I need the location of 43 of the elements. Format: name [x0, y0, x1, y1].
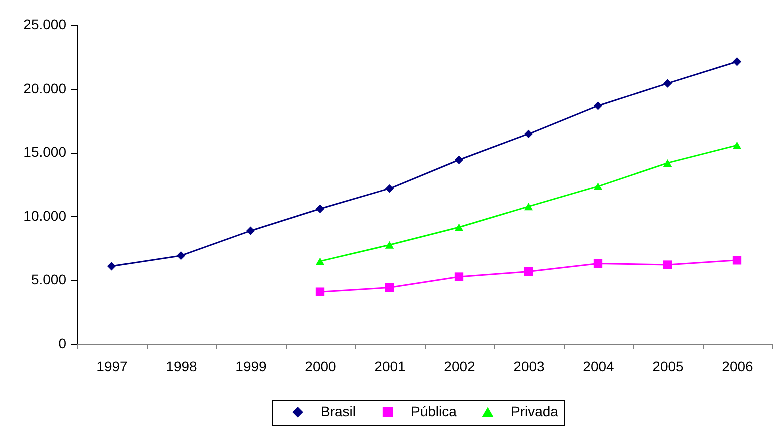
- point: [246, 226, 256, 236]
- point: [594, 182, 603, 190]
- x-tick-label: 2003: [514, 358, 546, 374]
- legend-label: Privada: [511, 404, 559, 420]
- point: [176, 252, 186, 260]
- point: [594, 259, 603, 268]
- point: [732, 256, 742, 265]
- x-tick-label: 2005: [652, 358, 684, 374]
- point: [385, 283, 394, 292]
- x-tick-label: 2002: [444, 358, 476, 374]
- x-tick-label: 2001: [374, 358, 406, 374]
- point: [524, 203, 534, 211]
- x-tick-label: 2000: [305, 358, 337, 374]
- point: [663, 159, 672, 167]
- point: [594, 102, 603, 110]
- x-tick-label: 2006: [722, 358, 754, 374]
- point: [107, 262, 116, 271]
- point: [454, 156, 464, 164]
- legend-label: Brasil: [321, 403, 356, 420]
- y-tick-label: 15.000: [24, 144, 67, 160]
- x-tick-label: 1999: [236, 358, 268, 374]
- point: [454, 224, 464, 232]
- x-tick-label: 1998: [166, 358, 198, 374]
- point: [385, 241, 394, 249]
- x-tick-label: 2004: [583, 358, 615, 374]
- point: [316, 258, 325, 266]
- point: [454, 272, 464, 282]
- point: [385, 184, 394, 194]
- point: [732, 58, 742, 66]
- y-tick-label: 25.000: [24, 16, 67, 32]
- legend-label: Pública: [411, 403, 458, 420]
- point: [316, 288, 325, 296]
- y-tick-label: 10.000: [24, 208, 67, 224]
- x-tick-label: 1997: [96, 358, 128, 374]
- point: [524, 130, 534, 139]
- y-tick-label: 20.000: [24, 80, 67, 96]
- point: [663, 79, 672, 88]
- y-tick-label: 5.000: [31, 272, 67, 288]
- point: [663, 260, 672, 270]
- point: [524, 267, 534, 276]
- point: [732, 142, 742, 150]
- point: [316, 204, 325, 214]
- y-tick-label: 0: [58, 336, 67, 352]
